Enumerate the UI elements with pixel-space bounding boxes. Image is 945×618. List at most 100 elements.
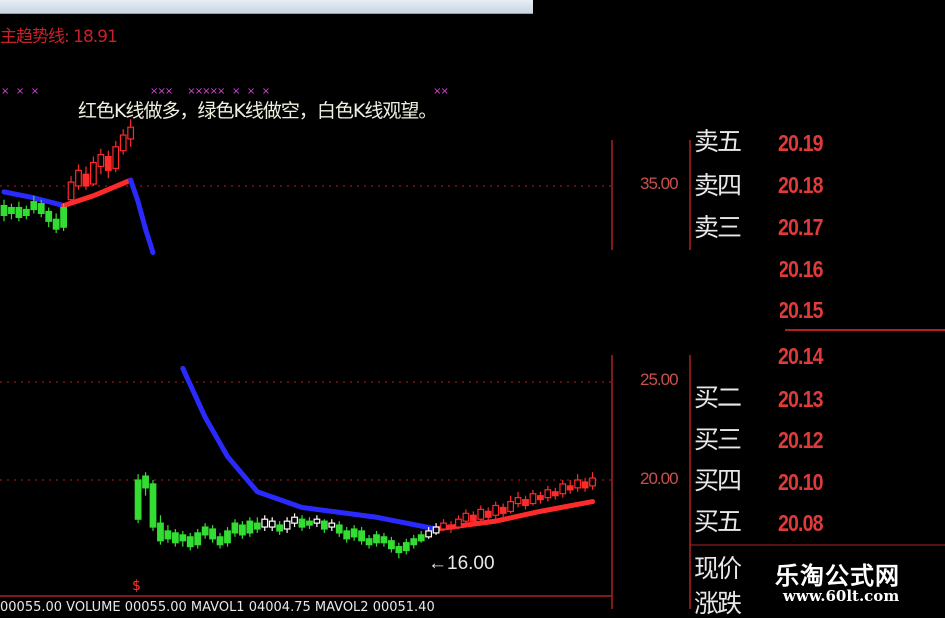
ask-price: 20.15 xyxy=(778,297,824,323)
candle-body xyxy=(37,203,45,215)
candle-body xyxy=(127,126,135,140)
price-tick: 20.00 xyxy=(640,469,679,488)
candle-body xyxy=(60,206,67,228)
candle-body xyxy=(529,493,537,505)
candle-body xyxy=(239,524,246,536)
indicator-value: 18.91 xyxy=(73,27,118,47)
candle-body xyxy=(75,169,82,187)
sell-signal-marker: $ xyxy=(132,578,141,594)
watermark-title: 乐淘公式网 xyxy=(775,562,900,590)
ask-price: 20.17 xyxy=(778,214,824,240)
candle-body xyxy=(276,524,284,532)
candle-body xyxy=(559,483,567,495)
candle-body xyxy=(45,210,53,222)
ask-price: 20.18 xyxy=(778,172,824,198)
price-tick: 35.00 xyxy=(640,174,679,193)
candle-body xyxy=(313,518,321,524)
candle-body xyxy=(574,479,582,489)
signal-marker: × xyxy=(31,86,39,97)
candle-body xyxy=(82,173,90,187)
bid-price: 20.08 xyxy=(778,510,824,536)
change-label: 涨跌 xyxy=(694,589,742,618)
candle-body xyxy=(134,479,142,520)
candle-body xyxy=(298,518,306,528)
candle-body xyxy=(462,512,470,522)
candle-body xyxy=(350,528,358,538)
candle-body xyxy=(22,208,30,217)
candle-body xyxy=(581,481,589,489)
candle-body xyxy=(447,524,455,530)
candle-body xyxy=(179,534,187,542)
signal-marker: × xyxy=(157,86,165,97)
candle-body xyxy=(164,530,172,540)
candle-body xyxy=(8,206,15,215)
candle-body xyxy=(432,526,440,534)
candle-body xyxy=(209,528,217,540)
candle-body xyxy=(365,538,373,546)
candle-body xyxy=(112,146,120,169)
candle-body xyxy=(15,206,23,218)
candle-body xyxy=(566,485,574,491)
candle-body xyxy=(171,532,179,544)
candle-body xyxy=(343,530,351,540)
overlay-mask xyxy=(600,250,780,354)
signal-marker: × xyxy=(217,86,225,97)
candle-body xyxy=(589,477,596,487)
signal-marker: × xyxy=(202,86,210,97)
candle-body xyxy=(469,514,477,522)
candle-body xyxy=(477,508,485,520)
candle-body xyxy=(335,524,343,534)
bid-price: 20.12 xyxy=(778,427,824,453)
candle-body xyxy=(417,534,425,542)
candle-body xyxy=(455,518,462,528)
bid-price: 20.10 xyxy=(778,469,824,495)
ask-label: 卖五 xyxy=(694,127,742,156)
candle-body xyxy=(507,500,514,512)
candle-body xyxy=(142,475,149,489)
candle-body xyxy=(291,516,298,524)
watermark-url: www.60lt.com xyxy=(783,587,900,605)
candle-body xyxy=(201,526,209,536)
signal-marker: × xyxy=(187,86,195,97)
candle-body xyxy=(149,483,157,528)
indicator-label: 主趋势线 xyxy=(0,27,65,47)
candle-body xyxy=(216,536,224,546)
candle-body xyxy=(253,522,261,530)
candle-body xyxy=(268,520,276,528)
strategy-note: 红色K线做多，绿色K线做空，白色K线观望。 xyxy=(78,100,437,122)
ask-label: 卖四 xyxy=(694,171,742,200)
volume-readout: 00055.00 VOLUME 00055.00 MAVOL1 04004.75… xyxy=(0,600,435,615)
candle-body xyxy=(283,520,291,530)
candle-body xyxy=(484,510,492,518)
candle-body xyxy=(0,205,8,217)
signal-marker: × xyxy=(232,86,240,97)
candle-body xyxy=(425,530,433,538)
candle-body xyxy=(30,201,38,211)
candle-body xyxy=(67,181,75,201)
signal-marker: × xyxy=(433,86,441,97)
candle-body xyxy=(246,520,254,534)
bid-label: 买五 xyxy=(694,507,742,536)
bid-label: 买二 xyxy=(694,383,742,412)
trend-line-segment xyxy=(61,177,134,209)
candle-body xyxy=(194,532,202,546)
low-price-value: 16.00 xyxy=(447,553,495,574)
candle-body xyxy=(157,522,164,542)
candle-body xyxy=(492,504,500,516)
signal-marker: × xyxy=(165,86,173,97)
window-titlebar xyxy=(0,0,533,14)
bid-label: 买四 xyxy=(694,466,742,495)
signal-marker: × xyxy=(210,86,218,97)
candle-body xyxy=(97,154,105,167)
signal-marker: × xyxy=(16,86,24,97)
candle-body xyxy=(544,489,552,499)
low-price-marker: ←16.00 xyxy=(428,553,495,574)
candle-body xyxy=(119,134,127,152)
candle-body xyxy=(328,522,336,528)
candle-body xyxy=(410,538,418,546)
price-tick: 25.00 xyxy=(640,370,679,389)
indicator-header: 主趋势线: 18.91 xyxy=(0,27,118,47)
candle-body xyxy=(395,546,403,554)
watermark xyxy=(770,550,945,609)
signal-marker: × xyxy=(150,86,158,97)
